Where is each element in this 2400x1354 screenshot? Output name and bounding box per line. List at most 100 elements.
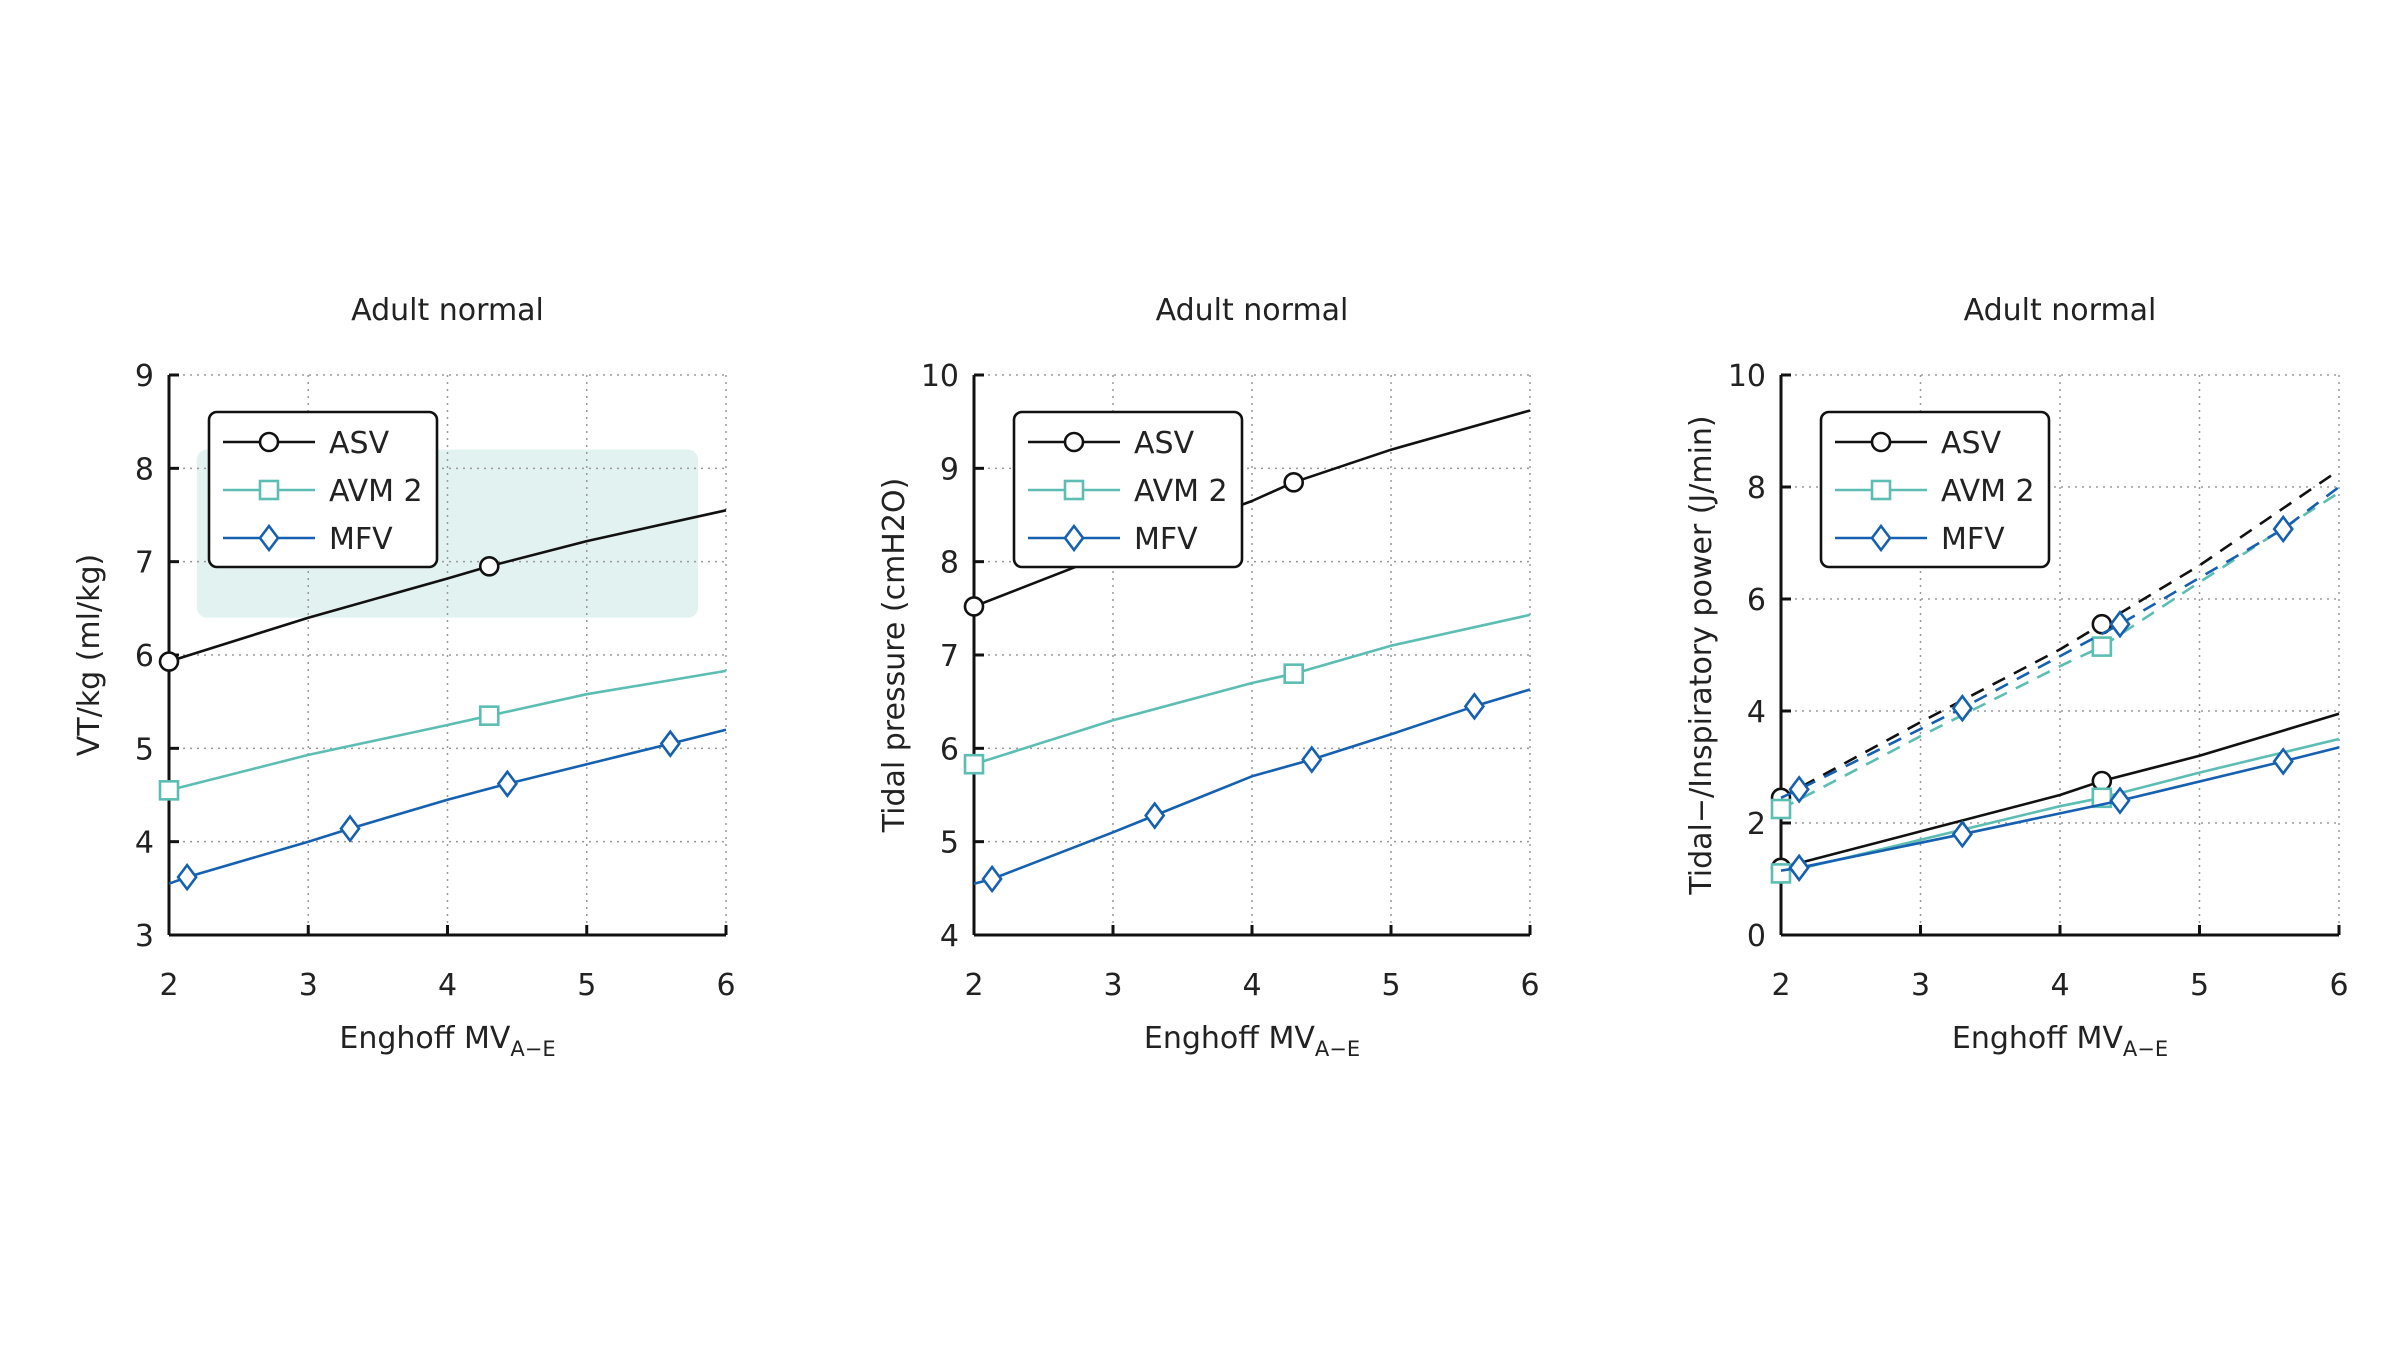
legend-marker xyxy=(1063,431,1085,453)
data-point-marker xyxy=(981,864,1003,894)
data-point-marker xyxy=(478,705,500,726)
data-point-marker xyxy=(1770,798,1792,820)
y-tick-label: 2 xyxy=(1747,807,1766,842)
legend-marker xyxy=(258,479,280,501)
legend-label: MFV xyxy=(1134,522,1198,557)
legend-item: ASV xyxy=(1835,426,2002,461)
y-tick-label: 6 xyxy=(940,732,959,767)
x-tick-label: 3 xyxy=(299,968,318,1003)
series-avm2 xyxy=(963,613,1531,775)
y-axis-label: Tidal pressure (cmH2O) xyxy=(877,478,912,834)
y-tick-label: 9 xyxy=(135,359,154,394)
x-tick-label: 5 xyxy=(2190,968,2209,1003)
data-point-marker xyxy=(963,596,985,617)
data-point-marker xyxy=(1788,775,1810,804)
data-point-marker xyxy=(1770,863,1792,884)
legend-item: AVM 2 xyxy=(1028,474,1228,509)
series-line xyxy=(1780,712,2340,870)
x-tick-label: 3 xyxy=(1103,968,1122,1003)
x-tick-label: 3 xyxy=(1911,968,1930,1003)
x-tick-label: 5 xyxy=(1381,968,1400,1003)
legend: ASV AVM 2 MFV xyxy=(1819,410,2051,569)
x-axis-label-subscript: A−E xyxy=(1315,1037,1360,1061)
legend-label: ASV xyxy=(329,426,390,461)
data-point-marker xyxy=(2091,770,2113,792)
chart-title: Adult normal xyxy=(1964,293,2157,328)
x-tick-label: 4 xyxy=(1242,968,1261,1003)
y-tick-label: 0 xyxy=(1747,919,1766,954)
y-tick-label: 6 xyxy=(135,639,154,674)
data-point-marker xyxy=(478,556,500,577)
y-tick-label: 9 xyxy=(940,452,959,487)
data-point-marker xyxy=(2091,636,2113,657)
legend-label: AVM 2 xyxy=(329,474,423,509)
legend-label: MFV xyxy=(329,522,393,557)
legend-label: MFV xyxy=(1941,522,2005,557)
x-axis-label-subscript: A−E xyxy=(510,1037,555,1061)
chart-title: Adult normal xyxy=(351,293,544,328)
y-tick-label: 4 xyxy=(1747,695,1766,730)
legend-label: AVM 2 xyxy=(1134,474,1228,509)
legend-item: MFV xyxy=(1835,522,2005,557)
data-point-marker xyxy=(496,769,519,798)
data-point-marker xyxy=(1283,663,1304,684)
data-point-marker xyxy=(2272,514,2294,544)
x-tick-label: 6 xyxy=(1520,968,1539,1003)
series-mfv-dashed xyxy=(1780,485,2340,804)
series-mfv xyxy=(168,728,727,892)
legend-marker xyxy=(1870,523,1892,553)
data-point-marker xyxy=(158,651,180,672)
legend-item: AVM 2 xyxy=(223,474,423,509)
legend-item: MFV xyxy=(1028,522,1198,557)
legend-item: ASV xyxy=(223,426,390,461)
x-tick-label: 2 xyxy=(159,968,178,1003)
data-point-marker xyxy=(1283,472,1304,493)
data-point-marker xyxy=(1463,692,1486,721)
series-avm2 xyxy=(158,669,727,801)
legend-label: AVM 2 xyxy=(1941,474,2035,509)
chart-title: Adult normal xyxy=(1156,293,1349,328)
data-point-marker xyxy=(2272,747,2294,776)
x-axis-label-subscript: A−E xyxy=(2123,1037,2168,1061)
y-tick-label: 3 xyxy=(135,919,154,954)
x-tick-label: 2 xyxy=(964,968,983,1003)
series-line xyxy=(168,728,727,885)
legend-marker xyxy=(1870,431,1892,453)
y-tick-label: 7 xyxy=(940,639,959,674)
y-axis-label: VT/kg (ml/kg) xyxy=(72,554,107,756)
x-tick-label: 2 xyxy=(1771,968,1790,1003)
x-tick-label: 6 xyxy=(2329,968,2348,1003)
y-tick-label: 8 xyxy=(1747,471,1766,506)
data-point-marker xyxy=(963,753,985,775)
legend-marker xyxy=(1063,523,1085,553)
legend-item: MFV xyxy=(223,522,393,557)
x-axis-label: Enghoff MVA−E xyxy=(1952,1021,2168,1061)
x-tick-label: 4 xyxy=(2050,968,2069,1003)
data-point-marker xyxy=(659,729,681,758)
y-axis-label: Tidal−/Inspiratory power (J/min) xyxy=(1684,415,1719,895)
legend: ASV AVM 2 MFV xyxy=(207,410,439,569)
legend-item: AVM 2 xyxy=(1835,474,2035,509)
legend-label: ASV xyxy=(1134,426,1195,461)
data-point-marker xyxy=(1951,694,1973,723)
y-tick-label: 5 xyxy=(135,732,154,767)
legend-marker xyxy=(1063,479,1085,501)
x-tick-label: 6 xyxy=(716,968,735,1003)
x-axis-label: Enghoff MVA−E xyxy=(339,1021,555,1061)
legend-label: ASV xyxy=(1941,426,2002,461)
y-tick-label: 5 xyxy=(940,826,959,861)
data-point-marker xyxy=(2109,786,2131,815)
y-tick-label: 8 xyxy=(940,546,959,581)
y-tick-label: 4 xyxy=(135,826,154,861)
series-line xyxy=(1780,469,2340,799)
data-point-marker xyxy=(1144,801,1166,830)
chart-panel-2: Adult normal 2 3 4 5 6 4 5 6 7 8 9 10 Enghoff MVA−E Ti… xyxy=(877,293,1540,1061)
series-asv xyxy=(1770,712,2340,879)
series-line xyxy=(973,688,1531,885)
x-tick-label: 5 xyxy=(577,968,596,1003)
y-tick-label: 8 xyxy=(135,452,154,487)
data-point-marker xyxy=(176,862,198,892)
data-point-marker xyxy=(1301,745,1323,774)
